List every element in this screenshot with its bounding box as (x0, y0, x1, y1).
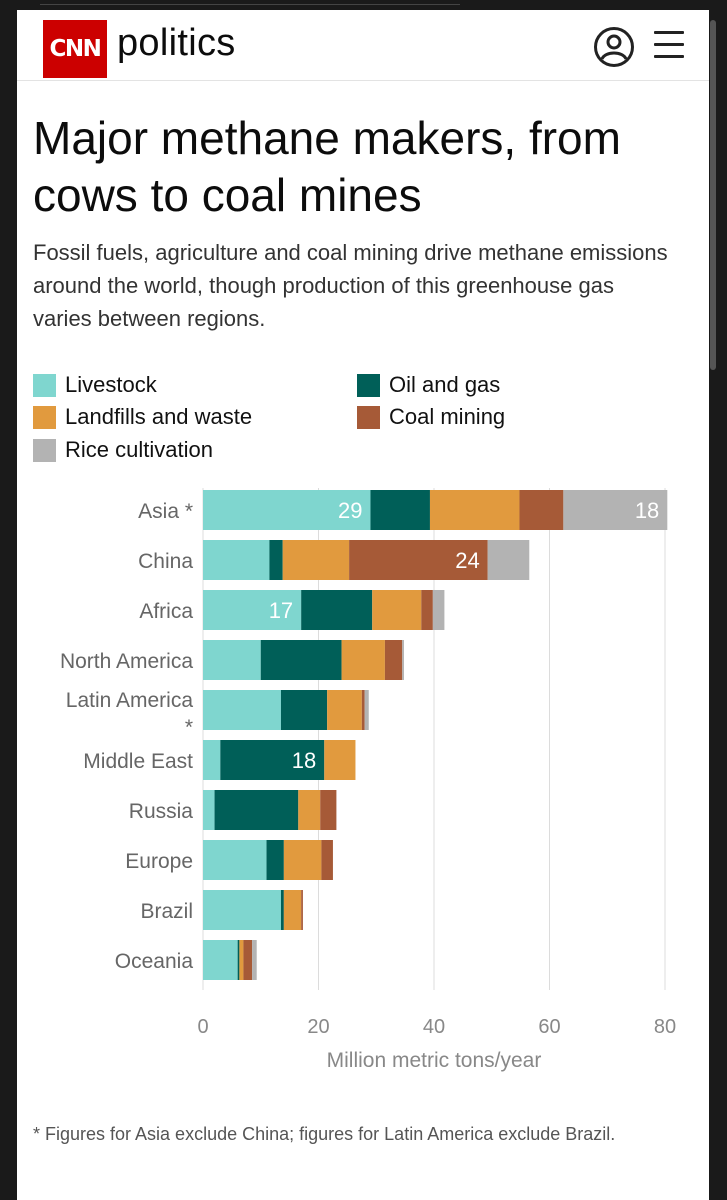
bar-china-rice-cultivation (487, 540, 530, 580)
bar-brazil-landfills-and-waste (283, 890, 302, 930)
chart-legend: Livestock Oil and gas Landfills and wast… (17, 360, 709, 463)
bar-europe-landfills-and-waste (283, 840, 322, 880)
legend-swatch-livestock (33, 373, 56, 397)
category-label: Middle East (83, 750, 193, 773)
hamburger-menu-icon[interactable] (654, 31, 684, 63)
x-tick-label: 20 (307, 1016, 329, 1038)
bar-russia-oil-and-gas (214, 790, 299, 830)
bar-brazil-oil-and-gas (280, 890, 284, 930)
chart-footnote: * Figures for Asia exclude China; figure… (33, 1124, 616, 1144)
legend-label: Landfills and waste (65, 404, 253, 429)
category-label: Russia (129, 800, 194, 823)
bar-asia-oil-and-gas (370, 490, 430, 530)
bar-latin-america-landfills-and-waste (327, 690, 362, 730)
cnn-logo[interactable]: CNN (43, 20, 107, 78)
bar-brazil-livestock (203, 890, 281, 930)
legend-label: Coal mining (389, 404, 506, 429)
article-title: Major methane makers, from cows to coal … (33, 112, 621, 221)
bar-china-oil-and-gas (269, 540, 283, 580)
bar-asia-livestock (203, 490, 371, 530)
bar-oceania-landfills-and-waste (239, 940, 244, 980)
data-label-middle-east-oil-and-gas: 18 (292, 748, 316, 773)
category-label-asterisk: * (185, 716, 193, 739)
bar-oceania-livestock (203, 940, 238, 980)
category-label: Asia * (138, 500, 193, 523)
bar-latin-america-oil-and-gas (280, 690, 328, 730)
legend-label: Oil and gas (389, 372, 501, 397)
category-label: Brazil (140, 900, 193, 923)
legend-swatch-rice (33, 438, 56, 462)
category-label: China (138, 550, 193, 573)
user-account-icon[interactable] (593, 26, 635, 68)
bar-oceania-rice-cultivation (252, 940, 257, 980)
data-label-china-coal-mining: 24 (455, 548, 479, 573)
bar-asia-landfills-and-waste (429, 490, 520, 530)
bar-europe-coal-mining (321, 840, 333, 880)
data-label-asia-rice-cultivation: 18 (635, 498, 659, 523)
stacked-bar-chart: 29 18 24 17 18 Asia * China Africa North America… (60, 488, 676, 1072)
bar-china-coal-mining (349, 540, 488, 580)
category-label: North America (60, 650, 193, 673)
legend-item-livestock: Livestock (33, 372, 157, 398)
bar-latin-america-coal-mining (361, 690, 365, 730)
bar-asia-rice-cultivation (563, 490, 668, 530)
bar-north-america-oil-and-gas (260, 640, 342, 680)
bar-north-america-landfills-and-waste (341, 640, 385, 680)
scrollbar-thumb[interactable] (710, 20, 716, 370)
bar-europe-oil-and-gas (266, 840, 284, 880)
category-label: Africa (139, 600, 193, 623)
bar-latin-america-livestock (203, 690, 281, 730)
category-label: Oceania (115, 950, 194, 973)
bar-africa-landfills-and-waste (372, 590, 422, 630)
x-tick-label: 80 (654, 1016, 676, 1038)
x-tick-label: 0 (197, 1016, 208, 1038)
bar-china-landfills-and-waste (282, 540, 350, 580)
site-header: CNN politics (17, 10, 709, 81)
x-tick-label: 60 (538, 1016, 560, 1038)
category-label: Latin America (66, 689, 194, 712)
bar-oceania-oil-and-gas (237, 940, 240, 980)
legend-item-landfills: Landfills and waste (33, 404, 252, 430)
bar-middle-east-oil-and-gas (220, 740, 325, 780)
bar-china-livestock (203, 540, 270, 580)
legend-swatch-oil-and-gas (357, 373, 380, 397)
bar-russia-landfills-and-waste (298, 790, 321, 830)
bar-africa-oil-and-gas (301, 590, 373, 630)
x-axis-label: Million metric tons/year (327, 1049, 542, 1072)
legend-item-coal-mining: Coal mining (357, 404, 505, 430)
bar-latin-america-rice-cultivation (364, 690, 369, 730)
data-label-africa-livestock: 17 (269, 598, 293, 623)
bar-oceania-coal-mining (243, 940, 253, 980)
bar-north-america-livestock (203, 640, 261, 680)
article-page: CNN politics Major methane makers, from … (17, 10, 709, 1200)
article-subtitle: Fossil fuels, agriculture and coal minin… (33, 240, 668, 331)
bar-europe-livestock (203, 840, 267, 880)
bar-russia-coal-mining (320, 790, 337, 830)
bar-russia-livestock (203, 790, 215, 830)
x-tick-label: 40 (423, 1016, 445, 1038)
legend-item-oil-and-gas: Oil and gas (357, 372, 500, 398)
bar-middle-east-landfills-and-waste (324, 740, 356, 780)
bar-africa-coal-mining (421, 590, 433, 630)
bar-north-america-rice-cultivation (402, 640, 404, 680)
section-name[interactable]: politics (117, 22, 236, 64)
legend-item-rice: Rice cultivation (33, 437, 213, 463)
bar-africa-rice-cultivation (432, 590, 445, 630)
data-label-asia-livestock: 29 (338, 498, 362, 523)
legend-swatch-coal-mining (357, 405, 380, 429)
legend-swatch-landfills (33, 405, 56, 429)
legend-label: Rice cultivation (65, 437, 213, 462)
bar-middle-east-livestock (203, 740, 221, 780)
bar-asia-coal-mining (519, 490, 564, 530)
category-label: Europe (125, 850, 193, 873)
bar-brazil-coal-mining (301, 890, 303, 930)
status-bar (0, 0, 727, 10)
legend-label: Livestock (65, 372, 157, 397)
bar-north-america-coal-mining (384, 640, 403, 680)
bar-africa-livestock (203, 590, 302, 630)
